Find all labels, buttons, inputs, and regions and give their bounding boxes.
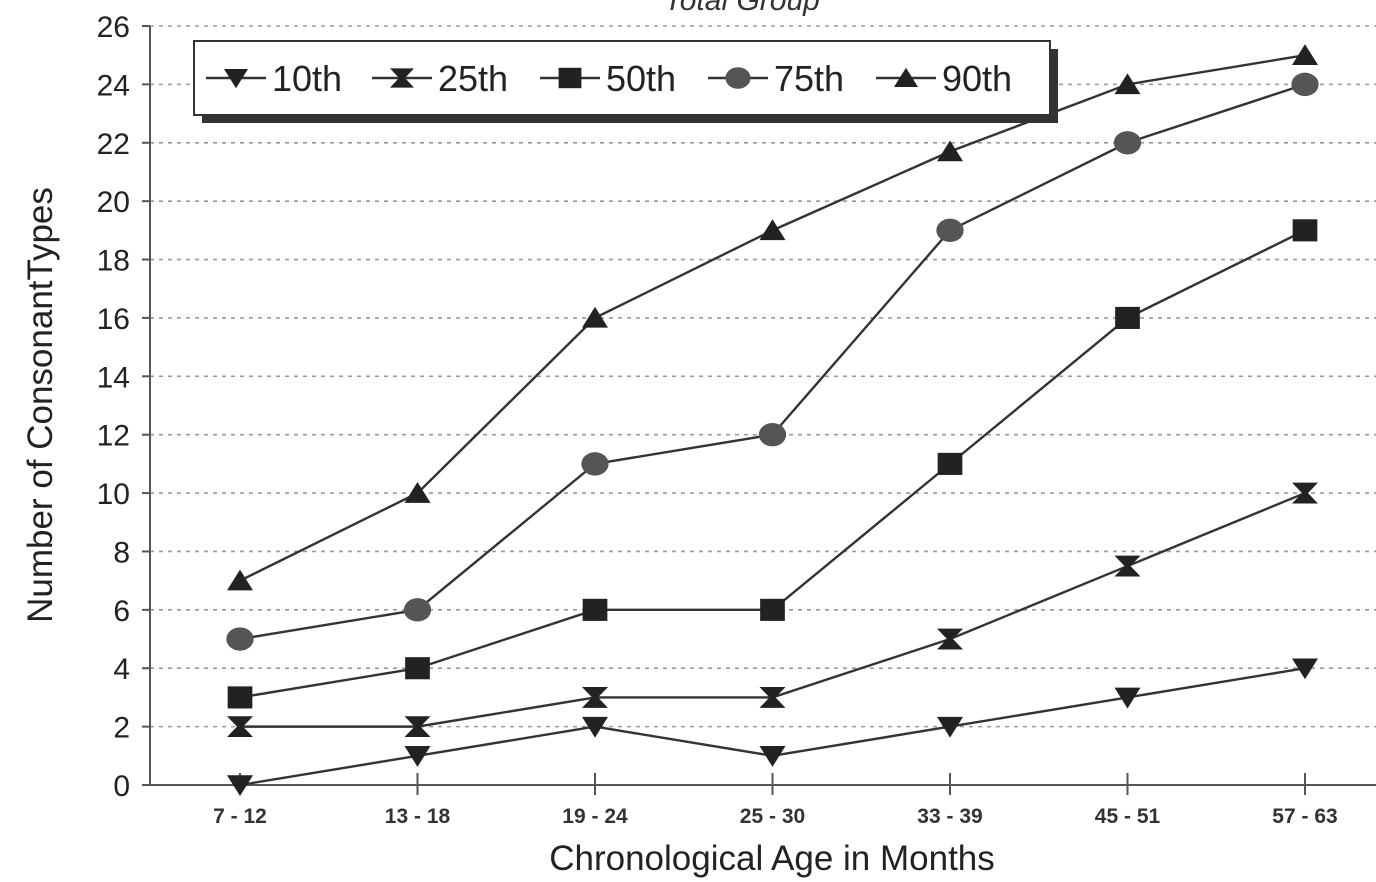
data-point-25th <box>937 628 963 650</box>
data-point-75th <box>1113 131 1142 155</box>
data-point-50th <box>227 686 253 709</box>
x-tick-label: 25 - 30 <box>740 805 805 828</box>
data-point-10th <box>404 746 431 767</box>
data-point-90th <box>227 569 253 591</box>
x-tick-label: 7 - 12 <box>213 805 267 828</box>
data-point-50th <box>937 452 963 475</box>
series <box>226 44 1319 797</box>
y-tick-label: 12 <box>97 420 130 453</box>
data-point-10th <box>227 775 253 797</box>
data-point-75th <box>226 627 254 651</box>
series-90th <box>227 44 1318 591</box>
y-tick-label: 10 <box>97 478 130 511</box>
legend: 10th 25th 50th 75th 90th <box>193 40 1058 123</box>
legend-label-25th: 25th <box>438 58 508 99</box>
axes <box>149 26 1376 786</box>
y-tick-label: 20 <box>97 186 130 219</box>
data-point-25th <box>582 687 608 708</box>
legend-label-50th: 50th <box>606 58 676 99</box>
legend-label-90th: 90th <box>942 58 1012 99</box>
data-point-50th <box>582 598 608 621</box>
data-point-25th <box>404 716 431 738</box>
series-50th <box>227 219 1318 709</box>
data-point-90th <box>582 306 608 328</box>
y-tick-label: 2 <box>113 712 130 745</box>
legend-marker-10th <box>224 69 248 89</box>
legend-marker-90th <box>894 67 918 87</box>
y-tick-label: 8 <box>113 536 130 569</box>
chart-title: Total Group <box>664 0 820 17</box>
data-point-75th <box>581 452 609 476</box>
data-point-50th <box>760 598 785 621</box>
data-point-10th <box>1292 658 1318 680</box>
y-tick-label: 0 <box>113 770 130 803</box>
data-point-75th <box>758 422 787 447</box>
data-point-10th <box>1114 687 1141 709</box>
x-tick-label: 33 - 39 <box>917 805 982 828</box>
data-point-90th <box>759 219 786 241</box>
y-tick-label: 18 <box>97 245 130 278</box>
data-point-50th <box>405 657 430 680</box>
y-tick-label: 16 <box>97 303 130 336</box>
data-point-90th <box>404 482 431 503</box>
y-tick-label: 14 <box>97 361 130 394</box>
legend-label-10th: 10th <box>272 58 342 99</box>
series-10th <box>227 658 1318 797</box>
x-tick-labels: 7 - 12 13 - 18 19 - 24 25 - 30 33 - 39 45 - 5… <box>213 773 1338 828</box>
x-tick-label: 13 - 18 <box>385 805 451 828</box>
x-axis-title: Chronological Age in Months <box>549 839 995 878</box>
data-point-10th <box>759 746 786 767</box>
data-point-25th <box>227 716 253 738</box>
series-25th <box>227 482 1318 738</box>
data-point-25th <box>1292 482 1318 504</box>
y-tick-label: 24 <box>97 69 130 102</box>
series-75th <box>226 72 1319 651</box>
y-tick-label: 6 <box>113 595 130 628</box>
x-tick-label: 57 - 63 <box>1272 805 1337 828</box>
data-point-90th <box>937 140 963 162</box>
legend-label-75th: 75th <box>774 58 844 99</box>
data-point-75th <box>403 598 432 622</box>
x-tick-label: 45 - 51 <box>1095 805 1161 828</box>
data-point-50th <box>1292 219 1318 242</box>
data-point-25th <box>759 687 786 708</box>
data-point-75th <box>936 218 964 243</box>
y-tick-label: 22 <box>97 128 130 161</box>
legend-marker-75th <box>725 67 751 89</box>
data-point-50th <box>1115 306 1140 329</box>
legend-marker-50th <box>558 67 582 89</box>
y-axis-title: Number of ConsonantTypes <box>21 187 60 623</box>
data-point-75th <box>1291 72 1319 97</box>
y-tick-label: 26 <box>97 11 130 44</box>
series-line-50th <box>239 229 1306 699</box>
x-tick-label: 19 - 24 <box>562 805 628 828</box>
data-point-10th <box>582 716 608 738</box>
data-point-25th <box>1114 555 1141 577</box>
data-point-90th <box>1114 73 1141 95</box>
grid-lines <box>142 25 1376 786</box>
data-point-10th <box>937 716 963 738</box>
series-line-75th <box>239 83 1306 641</box>
legend-marker-25th <box>390 68 414 88</box>
data-point-90th <box>1292 44 1318 65</box>
y-tick-label: 4 <box>113 653 130 686</box>
